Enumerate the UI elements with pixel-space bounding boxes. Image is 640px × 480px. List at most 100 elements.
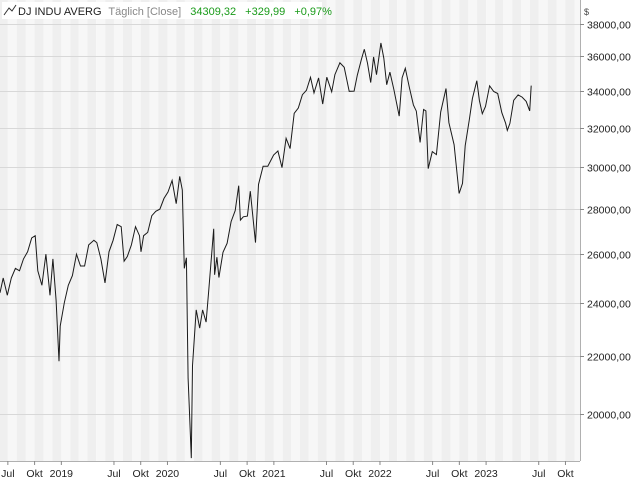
y-axis: 20000,00 22000,00 24000,00 26000,00 28000,00… — [580, 20, 631, 422]
x-tick-label: 2022 — [368, 468, 392, 480]
y-tick-label: 34000,00 — [587, 87, 631, 99]
month-band — [202, 0, 212, 461]
y-tick-label: 36000,00 — [587, 52, 631, 64]
x-tick-label: Okt — [26, 468, 42, 480]
month-band — [291, 0, 301, 461]
month-band — [414, 0, 424, 461]
month-band — [273, 0, 283, 461]
month-band — [229, 0, 239, 461]
x-tick-label: 2019 — [50, 468, 74, 480]
month-band — [317, 0, 327, 461]
month-band — [247, 0, 257, 461]
month-band — [96, 0, 106, 461]
month-band — [574, 0, 580, 461]
x-tick-label: Jul — [107, 468, 120, 480]
x-tick-label: Okt — [451, 468, 467, 480]
month-band — [25, 0, 35, 461]
y-tick-label: 38000,00 — [587, 20, 631, 32]
y-tick-label: 24000,00 — [587, 299, 631, 311]
x-axis: Jul Okt 2019 Jul Okt 2020 Jul Okt 2021 Jul Okt 2022… — [1, 461, 574, 480]
y-tick-label: 30000,00 — [587, 163, 631, 175]
month-band — [220, 0, 230, 461]
month-band — [432, 0, 442, 461]
month-band — [167, 0, 177, 461]
month-band — [459, 0, 469, 461]
y-tick-label: 32000,00 — [587, 124, 631, 136]
month-band — [43, 0, 53, 461]
month-band — [264, 0, 274, 461]
month-band — [282, 0, 292, 461]
month-band — [16, 0, 26, 461]
month-band — [0, 0, 8, 461]
x-tick-label: 2020 — [156, 468, 180, 480]
x-tick-label: Jul — [1, 468, 14, 480]
month-band — [158, 0, 168, 461]
x-tick-label: Okt — [133, 468, 149, 480]
x-tick-label: Okt — [239, 468, 255, 480]
month-band — [353, 0, 363, 461]
month-band — [495, 0, 504, 461]
month-band — [256, 0, 265, 461]
line-chart-icon — [3, 4, 17, 16]
month-band — [78, 0, 88, 461]
month-band — [362, 0, 371, 461]
x-tick-label: 2023 — [474, 468, 498, 480]
month-band — [370, 0, 380, 461]
symbol-name: DJ INDU AVERG — [18, 6, 102, 18]
x-tick-label: 2021 — [262, 468, 286, 480]
month-band — [335, 0, 345, 461]
chart-header: DJ INDU AVERG Täglich [Close] 34309,32 +… — [2, 2, 332, 19]
month-band — [308, 0, 318, 461]
x-tick-label: Jul — [320, 468, 333, 480]
horizontal-gridlines — [0, 24, 580, 415]
month-band — [184, 0, 194, 461]
month-band — [52, 0, 62, 461]
month-band — [503, 0, 513, 461]
month-band — [105, 0, 114, 461]
month-band — [149, 0, 159, 461]
period-label: Täglich [Close] — [108, 6, 181, 18]
month-band — [34, 0, 44, 461]
month-band — [468, 0, 478, 461]
price-line — [0, 42, 532, 459]
month-band — [388, 0, 398, 461]
month-band — [140, 0, 150, 461]
x-tick-label: Okt — [345, 468, 361, 480]
month-band — [176, 0, 185, 461]
month-band — [7, 0, 17, 461]
month-band — [326, 0, 336, 461]
month-band — [520, 0, 530, 461]
month-band — [565, 0, 575, 461]
x-tick-label: Jul — [426, 468, 439, 480]
x-tick-label: Jul — [214, 468, 227, 480]
month-band — [486, 0, 496, 461]
x-tick-label: Jul — [532, 468, 545, 480]
month-band — [379, 0, 389, 461]
month-band — [211, 0, 221, 461]
month-band — [300, 0, 309, 461]
x-tick-label: Okt — [557, 468, 573, 480]
month-band — [547, 0, 557, 461]
svg-text:DJ INDU AVERG Täglich [C: DJ INDU AVERG Täglich [Close] 34309,32 +… — [18, 6, 332, 18]
month-band — [238, 0, 248, 461]
month-band — [538, 0, 548, 461]
month-band — [556, 0, 566, 461]
price-change-percent: +0,97% — [294, 6, 332, 18]
month-band — [70, 0, 79, 461]
y-tick-label: 26000,00 — [587, 250, 631, 262]
price-change: +329,99 — [245, 6, 285, 18]
y-tick-label: 22000,00 — [587, 352, 631, 364]
currency-label: $ — [584, 7, 589, 17]
month-band — [87, 0, 97, 461]
last-price: 34309,32 — [190, 6, 236, 18]
month-band — [344, 0, 354, 461]
y-tick-label: 28000,00 — [587, 205, 631, 217]
month-band — [450, 0, 460, 461]
y-tick-label: 20000,00 — [587, 410, 631, 422]
month-band — [529, 0, 539, 461]
month-band — [441, 0, 451, 461]
month-band — [512, 0, 521, 461]
month-band — [397, 0, 407, 461]
month-band — [122, 0, 132, 461]
